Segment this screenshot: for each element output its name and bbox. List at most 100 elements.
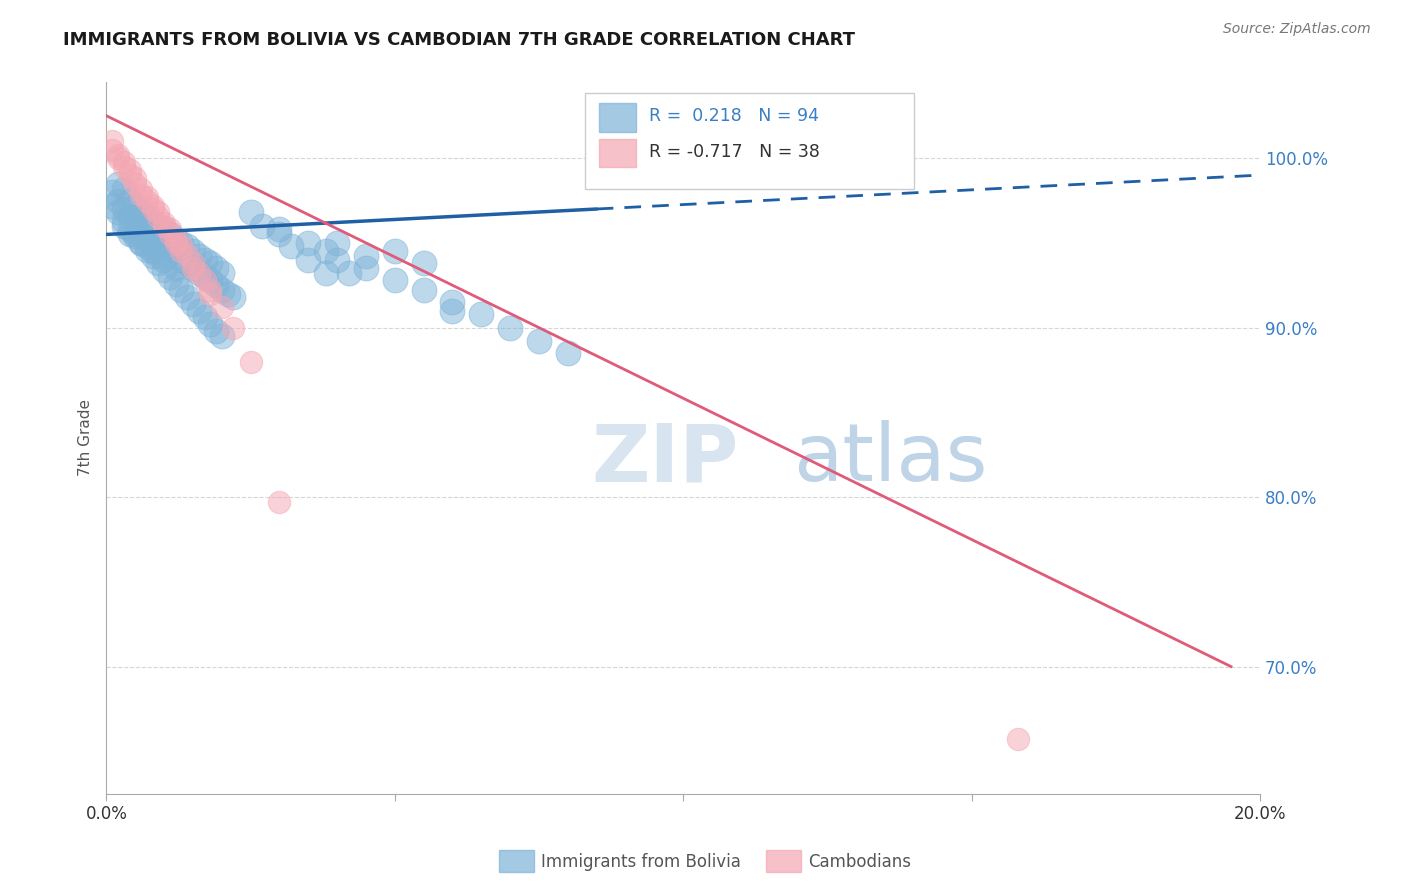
Point (384, 244, 406, 259)
Point (148, 205, 170, 219)
Point (326, 235, 349, 250)
Point (159, 239, 181, 253)
Point (200, 318, 222, 332)
Point (170, 284, 193, 298)
Point (557, 346, 579, 360)
Point (176, 239, 198, 253)
Text: IMMIGRANTS FROM BOLIVIA VS CAMBODIAN 7TH GRADE CORRELATION CHART: IMMIGRANTS FROM BOLIVIA VS CAMBODIAN 7TH… (63, 31, 855, 49)
Point (193, 269, 215, 284)
FancyBboxPatch shape (585, 93, 914, 189)
Point (181, 261, 204, 276)
Point (118, 211, 141, 225)
Point (124, 227, 146, 242)
Point (148, 233, 170, 247)
Point (159, 269, 181, 284)
Point (112, 154, 135, 169)
Point (412, 284, 434, 298)
Point (269, 495, 291, 509)
Point (107, 194, 129, 208)
Point (148, 248, 170, 262)
Text: Source: ZipAtlas.com: Source: ZipAtlas.com (1223, 22, 1371, 37)
Point (280, 239, 302, 253)
Point (200, 256, 222, 270)
Point (142, 244, 165, 259)
Point (129, 205, 152, 219)
Point (354, 250, 377, 264)
Point (129, 188, 152, 202)
Point (211, 267, 233, 281)
Point (129, 182, 152, 196)
Point (118, 194, 141, 208)
Point (107, 205, 129, 219)
Point (441, 295, 464, 310)
Point (165, 233, 187, 247)
Point (142, 199, 165, 213)
Point (148, 256, 170, 270)
Point (135, 239, 157, 253)
Point (176, 256, 198, 270)
Point (176, 248, 198, 262)
Text: Cambodians: Cambodians (808, 853, 911, 871)
Point (527, 334, 550, 348)
Point (107, 148, 129, 162)
Point (159, 227, 181, 242)
Point (222, 290, 245, 304)
Point (165, 233, 187, 247)
Point (297, 252, 319, 267)
Text: ZIP: ZIP (591, 420, 738, 498)
Point (118, 222, 141, 236)
Point (315, 267, 337, 281)
Point (153, 222, 176, 236)
Point (165, 235, 187, 250)
Point (159, 222, 181, 236)
Point (112, 219, 135, 233)
Point (165, 277, 187, 291)
Point (153, 263, 176, 277)
Point (101, 143, 124, 157)
Point (118, 227, 141, 242)
Point (142, 227, 165, 242)
Point (124, 211, 146, 225)
Point (124, 229, 146, 244)
Point (499, 320, 522, 334)
Point (181, 256, 204, 270)
Point (239, 354, 262, 368)
Text: R = -0.717   N = 38: R = -0.717 N = 38 (648, 143, 820, 161)
Point (211, 329, 233, 343)
Point (205, 324, 228, 338)
Point (170, 239, 193, 253)
Point (193, 273, 215, 287)
Point (187, 267, 209, 281)
Point (165, 261, 187, 276)
Point (165, 244, 187, 259)
Point (170, 252, 193, 267)
Point (135, 190, 157, 204)
Point (153, 216, 176, 230)
Point (211, 301, 233, 315)
Point (176, 290, 198, 304)
Point (326, 252, 349, 267)
Point (193, 310, 215, 325)
Point (217, 286, 239, 301)
Point (269, 222, 291, 236)
Point (181, 261, 204, 276)
Point (354, 261, 377, 276)
Point (135, 211, 157, 225)
Point (129, 219, 152, 233)
Point (187, 267, 209, 281)
Point (129, 235, 152, 250)
Point (239, 205, 262, 219)
Point (124, 199, 146, 213)
Point (441, 303, 464, 318)
Point (118, 168, 141, 182)
Point (337, 267, 360, 281)
Point (205, 261, 228, 276)
Point (148, 219, 170, 233)
Point (112, 214, 135, 228)
Text: atlas: atlas (793, 420, 987, 498)
Point (222, 320, 245, 334)
Point (269, 227, 291, 242)
Point (412, 256, 434, 270)
Point (107, 151, 129, 165)
Point (142, 250, 165, 264)
